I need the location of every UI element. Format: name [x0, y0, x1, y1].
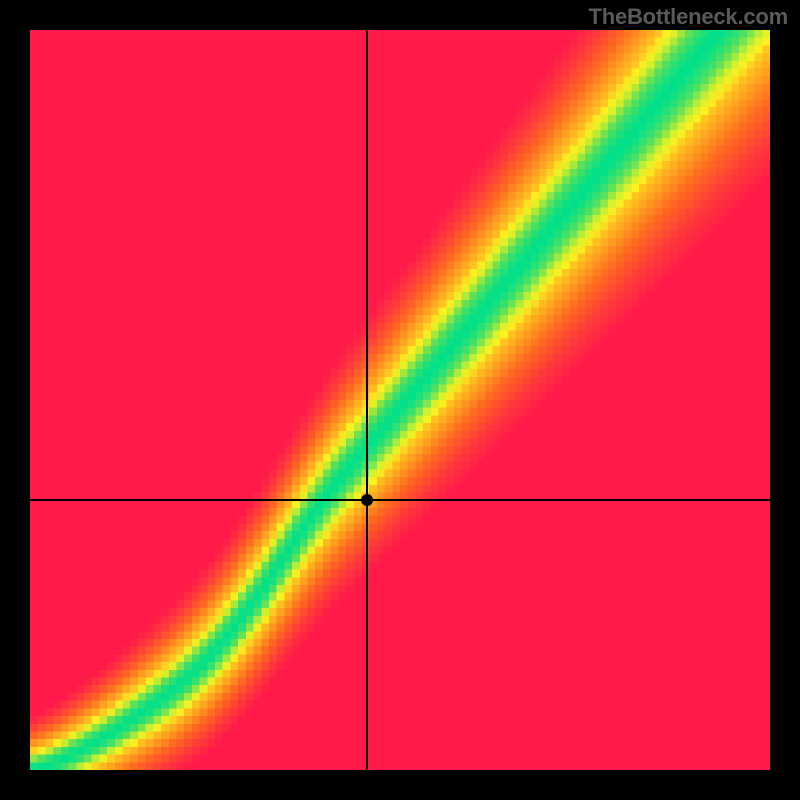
marker-point — [361, 494, 373, 506]
watermark-text: TheBottleneck.com — [588, 4, 788, 30]
crosshair-vertical — [366, 30, 368, 770]
chart-container: TheBottleneck.com — [0, 0, 800, 800]
heatmap-canvas — [30, 30, 770, 770]
crosshair-horizontal — [30, 499, 770, 501]
